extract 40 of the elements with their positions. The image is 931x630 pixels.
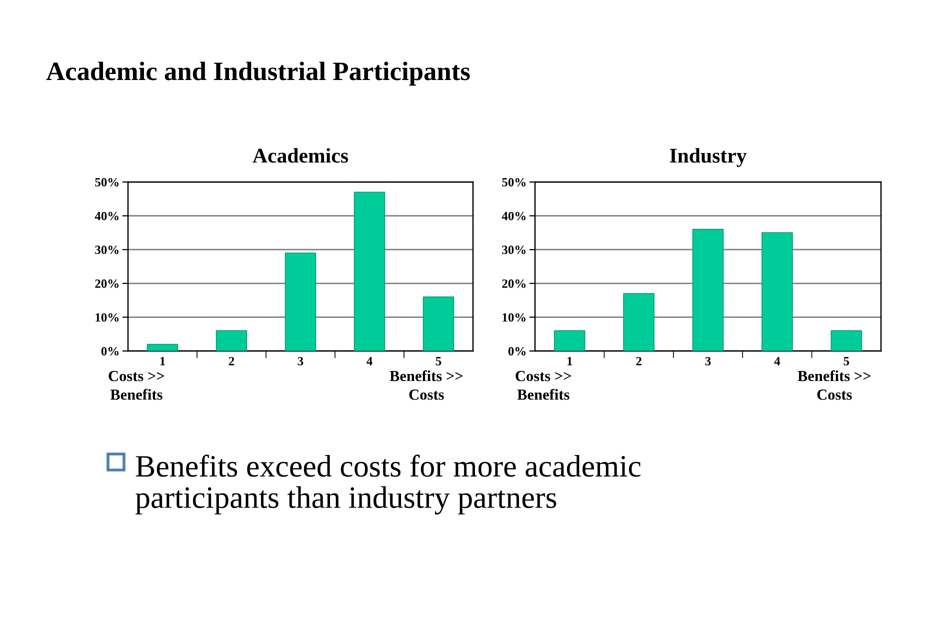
x-tick-label: 1	[160, 356, 165, 366]
y-tick-label: 0%	[101, 347, 118, 356]
y-tick-label: 30%	[95, 246, 118, 254]
text: Costs >> Benefits	[516, 370, 571, 400]
text: Academic and Industrial Participants	[46, 62, 470, 86]
bar	[422, 296, 454, 351]
x-tick-label: 1	[567, 356, 572, 366]
y-tick-label: 20%	[95, 279, 118, 288]
y-tick-label: 50%	[95, 178, 118, 186]
x-tick-label: 3	[705, 356, 711, 366]
text: Benefits >> Costs	[390, 370, 463, 400]
y-tick-label: 0%	[508, 347, 526, 356]
x-tick-label: 2	[636, 356, 642, 366]
x-tick-label: 2	[228, 356, 234, 366]
chart-title: Academics	[252, 148, 348, 163]
y-tick-label: 30%	[502, 246, 526, 254]
text: Benefits >> Costs	[798, 370, 870, 400]
text: Benefits exceed costs for more academic participants than industry partners	[136, 454, 641, 514]
bar	[762, 232, 793, 351]
text: Costs >> Benefits	[108, 370, 164, 400]
chart-title: Industry	[670, 148, 747, 168]
y-tick-label: 40%	[502, 212, 526, 220]
bar	[554, 330, 586, 351]
y-tick-label: 10%	[502, 313, 526, 322]
bar	[623, 293, 654, 351]
x-tick-label: 3	[298, 356, 304, 366]
x-tick-label: 4	[774, 357, 780, 366]
bar	[830, 330, 862, 351]
bar	[354, 192, 386, 351]
x-tick-label: 5	[436, 357, 442, 366]
x-tick-label: 4	[366, 357, 372, 366]
bar	[284, 252, 316, 351]
y-tick-label: 50%	[502, 178, 526, 186]
bar	[146, 344, 178, 351]
bar	[692, 228, 724, 351]
bar	[216, 330, 248, 351]
y-tick-label: 40%	[94, 212, 118, 220]
y-tick-label: 10%	[96, 313, 118, 322]
y-tick-label: 20%	[502, 279, 526, 288]
x-tick-label: 5	[844, 357, 850, 366]
